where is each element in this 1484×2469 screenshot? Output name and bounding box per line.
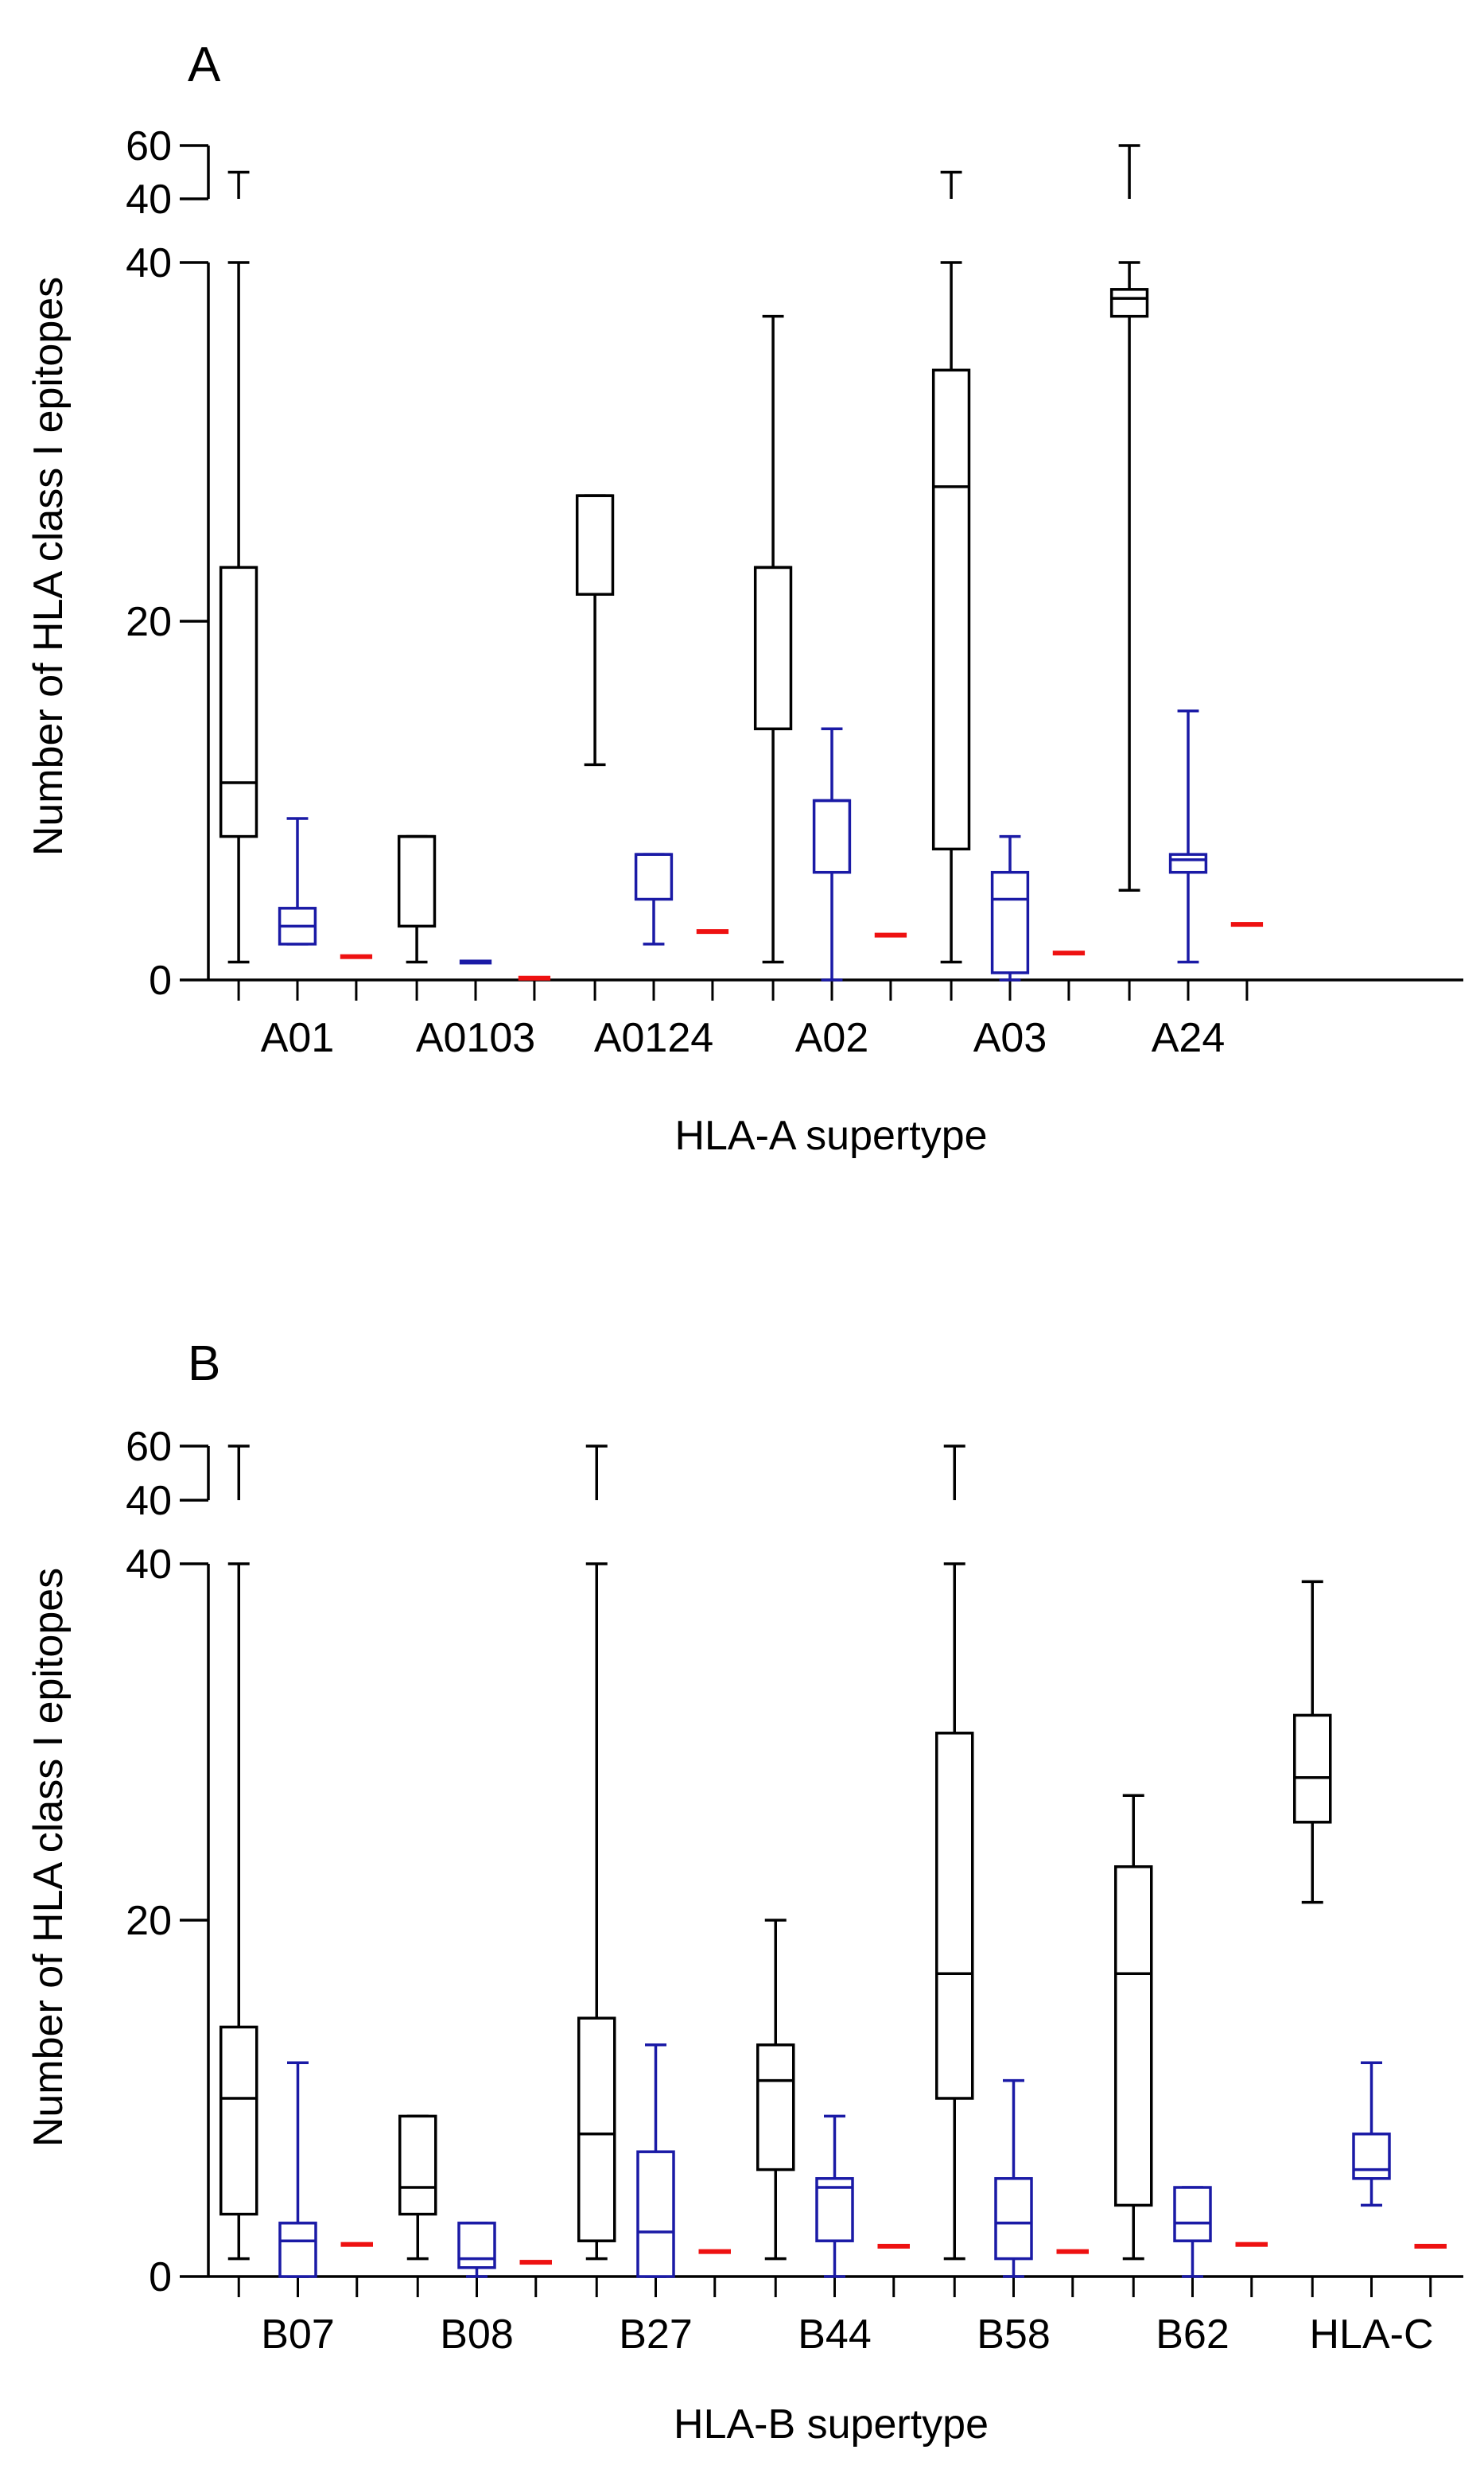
x-category-label-b44: B44 (798, 2312, 872, 2358)
box-b62-red (1235, 2242, 1268, 2247)
box-b08-blue (457, 2222, 496, 2269)
x-category-label-a0103: A0103 (416, 1015, 535, 1061)
box-a0124-blue (634, 853, 674, 901)
box-a03-red (1052, 951, 1086, 956)
box-a0103-red (518, 975, 551, 981)
box-a24-blue (1168, 853, 1208, 874)
box-b07-blue (278, 2222, 317, 2278)
box-a01-red (340, 954, 373, 959)
x-category-label-hla-c: HLA-C (1309, 2312, 1433, 2358)
plot-b: 0 20 40 40 60 B07 B08 B27 B44 B58 B62 HLA-C (126, 1424, 1463, 2358)
box-a02-black (753, 566, 793, 731)
panel-label-b: B (188, 1336, 220, 1391)
box-hla-c-red (1414, 2243, 1447, 2249)
box-b44-red (877, 2243, 910, 2249)
x-axis-label-a: HLA-A supertype (674, 1113, 987, 1159)
box-b27-blue (636, 2150, 675, 2278)
box-b27-red (698, 2249, 731, 2254)
panel-a: A Number of HLA class I epitopes HLA-A s… (25, 37, 1463, 1159)
x-category-label-a02: A02 (795, 1015, 869, 1061)
box-a0103-black (397, 834, 437, 928)
x-axis-label-b: HLA-B supertype (674, 2401, 989, 2448)
box-a02-blue (812, 799, 852, 874)
x-category-label-b08: B08 (440, 2312, 514, 2358)
box-a01-black (219, 566, 258, 838)
x-category-label-b27: B27 (619, 2312, 693, 2358)
box-b58-blue (994, 2177, 1033, 2261)
x-category-label-a01: A01 (261, 1015, 335, 1061)
x-category-label-a24: A24 (1152, 1015, 1226, 1061)
panel-label-a: A (188, 37, 221, 92)
y-tick-label: 0 (149, 2254, 172, 2300)
box-b62-blue (1173, 2186, 1212, 2242)
box-a0124-black (575, 494, 615, 596)
box-b07-red (340, 2242, 373, 2247)
box-a02-red (874, 932, 907, 938)
box-hla-c-blue (1352, 2133, 1391, 2180)
box-b07-black (219, 2025, 258, 2216)
box-a0124-red (696, 929, 729, 935)
plot-a: 0 20 40 40 60 A01 A0103 A0124 A02 A03 A24 (126, 123, 1463, 1061)
x-category-label-b07: B07 (261, 2312, 335, 2358)
box-hla-c-black (1293, 1713, 1332, 1824)
y-tick-label: 40 (126, 1542, 172, 1588)
y-axis-label-b: Number of HLA class I epitopes (25, 1568, 72, 2147)
x-category-label-b58: B58 (977, 2312, 1051, 2358)
box-b58-red (1056, 2249, 1089, 2254)
box-a24-red (1230, 922, 1264, 927)
y-tick-label: 40 (126, 177, 172, 223)
box-b27-black (577, 2016, 616, 2242)
y-axis-label-a: Number of HLA class I epitopes (25, 277, 72, 856)
y-tick-label: 40 (126, 240, 172, 286)
y-tick-label: 20 (126, 599, 172, 645)
box-b08-red (519, 2260, 552, 2265)
y-tick-label: 0 (149, 958, 172, 1004)
y-tick-label: 20 (126, 1898, 172, 1944)
box-a03-blue (990, 870, 1030, 974)
y-tick-label: 60 (126, 1424, 172, 1470)
panel-b: B Number of HLA class I epitopes HLA-B s… (25, 1336, 1463, 2448)
y-tick-label: 60 (126, 123, 172, 169)
box-b44-blue (815, 2177, 854, 2242)
x-category-label-a03: A03 (973, 1015, 1047, 1061)
box-a03-black (931, 368, 971, 851)
box-b44-black (756, 2043, 795, 2172)
box-b62-black (1114, 1865, 1153, 2207)
y-tick-label: 40 (126, 1478, 172, 1524)
box-a24-black (1109, 288, 1149, 318)
box-b08-black (398, 2114, 437, 2216)
x-category-label-b62: B62 (1156, 2312, 1230, 2358)
box-b58-black (935, 1732, 974, 2100)
box-a0103-blue (459, 959, 492, 965)
x-category-label-a0124: A0124 (594, 1015, 713, 1061)
